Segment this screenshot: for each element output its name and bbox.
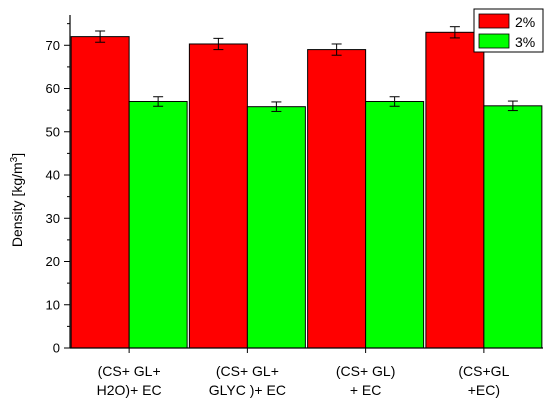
x-tick-label-2: (CS+ GL) + EC (336, 363, 396, 398)
y-tick-label-40: 40 (46, 168, 60, 183)
labels-layer: (CS+ GL+ H2O)+ EC(CS+ GL+ GLYC )+ EC(CS+ G… (46, 38, 510, 398)
legend-swatch-2pct (478, 13, 510, 29)
x-tick-label-0: (CS+ GL+ H2O)+ EC (97, 363, 162, 398)
legend-label-3pct: 3% (515, 34, 535, 50)
bar-2pct-1 (188, 43, 248, 349)
y-tick-label-20: 20 (46, 254, 60, 269)
y-axis-title: Density [kg/m3] (9, 153, 25, 247)
bar-2pct-2 (307, 49, 367, 349)
y-axis-title-main: Density [kg/m (9, 162, 25, 247)
y-tick-label-10: 10 (46, 297, 60, 312)
y-axis-title-tail: ] (9, 153, 25, 157)
x-tick-label-line: (CS+GL (458, 363, 509, 379)
bars-layer (70, 26, 543, 349)
x-tick-label-3: (CS+GL +EC) (458, 363, 509, 398)
x-tick-label-line: +EC) (468, 382, 500, 398)
axes-layer (64, 15, 543, 353)
y-tick-label-60: 60 (46, 81, 60, 96)
y-tick-label-30: 30 (46, 211, 60, 226)
legend-label-2pct: 2% (515, 14, 535, 30)
legend-swatch-3pct (478, 33, 510, 49)
x-tick-label-line: (CS+ GL+ (216, 363, 279, 379)
legend: 2% 3% (473, 8, 544, 53)
x-tick-label-line: GLYC )+ EC (209, 382, 286, 398)
x-tick-label-line: (CS+ GL) (336, 363, 396, 379)
y-tick-label-50: 50 (46, 124, 60, 139)
bar-3pct-2 (365, 100, 425, 349)
bar-3pct-1 (246, 106, 306, 349)
bar-3pct-0 (128, 100, 188, 349)
bar-2pct-3 (425, 31, 485, 349)
x-tick-label-line: (CS+ GL+ (98, 363, 161, 379)
y-tick-label-0: 0 (53, 341, 60, 356)
bar-3pct-3 (483, 105, 543, 349)
y-tick-label-70: 70 (46, 38, 60, 53)
x-tick-label-line: H2O)+ EC (97, 382, 162, 398)
x-tick-label-line: + EC (350, 382, 382, 398)
bar-2pct-0 (70, 36, 130, 349)
y-axis-title-sup: 3 (9, 156, 20, 162)
x-tick-label-1: (CS+ GL+ GLYC )+ EC (209, 363, 286, 398)
